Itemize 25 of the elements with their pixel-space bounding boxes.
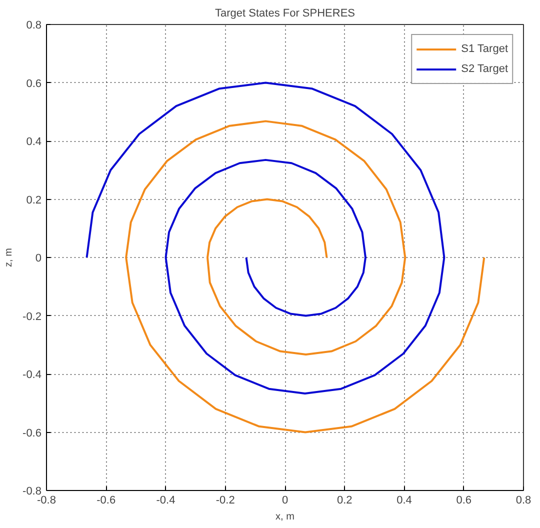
line-series — [86, 82, 446, 395]
x-tick-label: 0 — [282, 494, 288, 506]
x-tick-label: -0.8 — [37, 494, 56, 506]
y-tick-label: -0.8 — [22, 486, 42, 498]
y-tick-label: -0.4 — [22, 369, 42, 381]
y-tick-label: 0.6 — [26, 78, 42, 90]
y-tick-label: 0.2 — [26, 194, 42, 206]
x-tick-label: -0.6 — [96, 494, 116, 506]
x-tick-label: -0.4 — [156, 494, 176, 506]
line-series — [125, 120, 486, 434]
legend-label: S1 Target — [461, 43, 508, 55]
x-tick-label: 0.6 — [456, 494, 472, 506]
y-axis-title: z, m — [4, 248, 15, 267]
y-tick-label: 0.8 — [26, 20, 42, 32]
x-axis-title: x, m — [276, 512, 294, 522]
y-tick-label: -0.2 — [22, 310, 42, 323]
chart-title: Target States For SPHERES — [215, 8, 355, 20]
y-tick-label: -0.6 — [22, 427, 42, 440]
x-tick-label: -0.2 — [216, 494, 235, 506]
x-tick-label: 0.2 — [336, 494, 352, 506]
y-tick-label: 0 — [35, 252, 42, 264]
x-tick-label: 0.8 — [516, 494, 532, 506]
legend-label: S2 Target — [461, 63, 508, 75]
y-tick-label: 0.4 — [26, 136, 42, 148]
x-tick-label: 0.4 — [396, 494, 412, 506]
